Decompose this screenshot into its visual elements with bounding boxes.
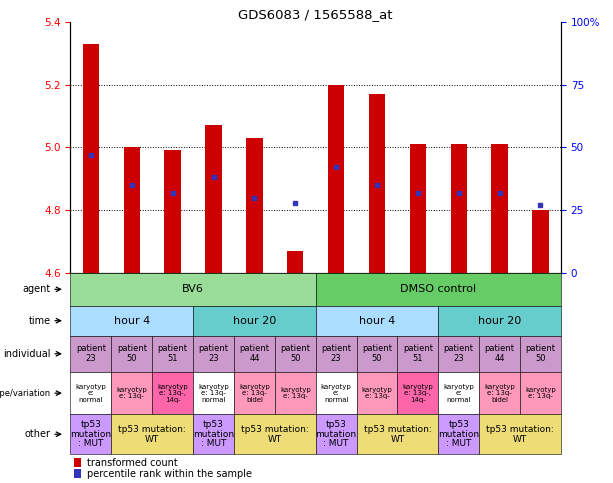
Text: karyotyp
e: 13q-: karyotyp e: 13q- <box>362 387 392 399</box>
Text: patient
44: patient 44 <box>485 344 514 363</box>
Text: patient
23: patient 23 <box>76 344 106 363</box>
Text: individual: individual <box>3 349 51 359</box>
Text: tp53 mutation:
WT: tp53 mutation: WT <box>118 425 186 443</box>
Text: tp53 mutation:
WT: tp53 mutation: WT <box>364 425 432 443</box>
Text: DMSO control: DMSO control <box>400 284 476 294</box>
Text: hour 4: hour 4 <box>113 316 150 326</box>
Text: other: other <box>25 429 51 439</box>
Text: patient
44: patient 44 <box>240 344 269 363</box>
Text: patient
51: patient 51 <box>158 344 188 363</box>
Bar <box>205 126 222 273</box>
Bar <box>164 151 181 273</box>
Text: hour 20: hour 20 <box>478 316 521 326</box>
Text: tp53
mutation
: MUT: tp53 mutation : MUT <box>193 420 234 448</box>
Bar <box>124 147 140 273</box>
Text: tp53 mutation:
WT: tp53 mutation: WT <box>486 425 554 443</box>
Bar <box>246 138 262 273</box>
Text: karyotyp
e:
normal: karyotyp e: normal <box>443 384 474 403</box>
Text: patient
50: patient 50 <box>525 344 555 363</box>
Text: tp53 mutation:
WT: tp53 mutation: WT <box>241 425 309 443</box>
Text: tp53
mutation
: MUT: tp53 mutation : MUT <box>70 420 112 448</box>
Text: karyotyp
e: 13q-,
14q-: karyotyp e: 13q-, 14q- <box>403 384 433 403</box>
Bar <box>83 44 99 273</box>
Text: karyotyp
e: 13q-: karyotyp e: 13q- <box>280 387 311 399</box>
Text: tp53
mutation
: MUT: tp53 mutation : MUT <box>438 420 479 448</box>
Text: karyotyp
e: 13q-
bidel: karyotyp e: 13q- bidel <box>484 384 515 403</box>
Bar <box>369 94 385 273</box>
Text: karyotyp
e:
normal: karyotyp e: normal <box>321 384 351 403</box>
Text: tp53
mutation
: MUT: tp53 mutation : MUT <box>316 420 357 448</box>
Bar <box>74 458 81 468</box>
Text: patient
50: patient 50 <box>117 344 147 363</box>
Text: patient
23: patient 23 <box>444 344 474 363</box>
Title: GDS6083 / 1565588_at: GDS6083 / 1565588_at <box>238 8 393 21</box>
Text: agent: agent <box>23 284 51 294</box>
Text: patient
23: patient 23 <box>199 344 229 363</box>
Text: patient
51: patient 51 <box>403 344 433 363</box>
Text: BV6: BV6 <box>182 284 204 294</box>
Text: time: time <box>29 316 51 326</box>
Text: genotype/variation: genotype/variation <box>0 389 51 398</box>
Text: percentile rank within the sample: percentile rank within the sample <box>88 469 253 479</box>
Text: hour 4: hour 4 <box>359 316 395 326</box>
Text: patient
23: patient 23 <box>321 344 351 363</box>
Text: transformed count: transformed count <box>88 458 178 468</box>
Text: patient
50: patient 50 <box>362 344 392 363</box>
Bar <box>287 251 303 273</box>
Text: karyotyp
e: 13q-
bidel: karyotyp e: 13q- bidel <box>239 384 270 403</box>
Text: karyotyp
e: 13q-,
14q-: karyotyp e: 13q-, 14q- <box>158 384 188 403</box>
Text: karyotyp
e: 13q-
normal: karyotyp e: 13q- normal <box>198 384 229 403</box>
Bar <box>74 469 81 478</box>
Bar <box>492 144 508 273</box>
Text: hour 20: hour 20 <box>233 316 276 326</box>
Text: karyotyp
e:
normal: karyotyp e: normal <box>75 384 106 403</box>
Bar <box>451 144 467 273</box>
Bar <box>328 85 345 273</box>
Text: karyotyp
e: 13q-: karyotyp e: 13q- <box>525 387 556 399</box>
Bar <box>532 210 549 273</box>
Bar <box>409 144 426 273</box>
Text: patient
50: patient 50 <box>280 344 310 363</box>
Text: karyotyp
e: 13q-: karyotyp e: 13q- <box>116 387 147 399</box>
